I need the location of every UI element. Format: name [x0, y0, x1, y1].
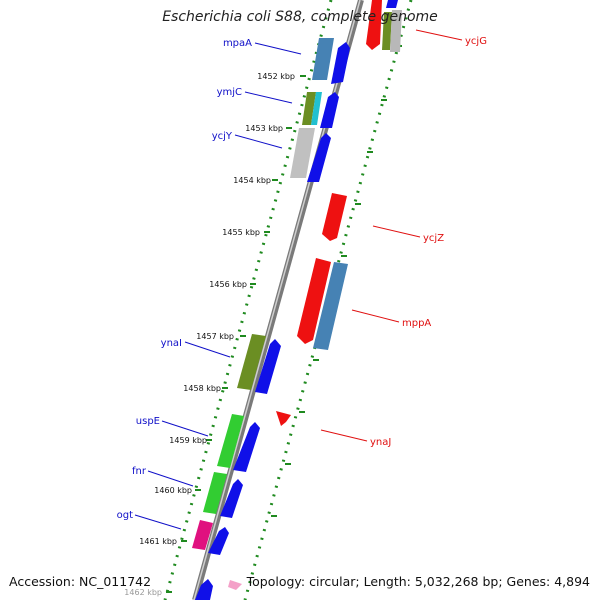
gene-ynaJ[interactable]: [276, 411, 291, 426]
tick-label: 1460 kbp: [154, 486, 192, 495]
connector-ycjY: [234, 134, 283, 149]
accession-label: Accession: NC_011742: [9, 574, 152, 589]
gene-label-uspE[interactable]: uspE: [136, 416, 160, 427]
connector-ynaJ: [320, 429, 368, 442]
tick-label: 1462 kbp: [124, 588, 162, 597]
gene-mppA[interactable]: [297, 258, 331, 344]
gene-ycjG-blue[interactable]: [386, 0, 398, 8]
connector-uspE: [161, 420, 209, 437]
connector-ycjZ: [372, 225, 421, 238]
gene-mpaA-protein[interactable]: [331, 42, 350, 84]
tick-label: 1455 kbp: [222, 228, 260, 237]
connectors-left: [134, 42, 302, 530]
tick-labels: 1452 kbp 1453 kbp 1454 kbp 1455 kbp 1456…: [124, 72, 295, 597]
gene-label-ogt[interactable]: ogt: [117, 510, 133, 521]
connector-ycjG: [415, 29, 463, 41]
tick-label: 1453 kbp: [245, 124, 283, 133]
gene-label-ycjZ[interactable]: ycjZ: [423, 233, 444, 244]
connector-mpaA: [254, 42, 302, 55]
gene-fnr-cds[interactable]: [203, 472, 227, 514]
gene-ycjY-cds[interactable]: [290, 128, 315, 178]
connector-ynaI: [184, 341, 231, 358]
connector-ymjC: [244, 91, 293, 104]
gene-label-ycjG[interactable]: ycjG: [465, 36, 487, 47]
gene-label-fnr[interactable]: fnr: [132, 466, 147, 477]
gene-ymjC-cds[interactable]: [302, 92, 316, 125]
map-title: Escherichia coli S88, complete genome: [162, 9, 438, 25]
gene-labels-left: mpaA ymjC ycjY ynaI uspE fnr ogt: [117, 38, 253, 521]
topology-summary: Topology: circular; Length: 5,032,268 bp…: [246, 574, 590, 589]
gene-bottom-pink[interactable]: [228, 580, 242, 590]
gene-ycjZ[interactable]: [322, 193, 347, 241]
connectors-right: [320, 29, 463, 442]
gene-ymjC-protein[interactable]: [320, 92, 339, 128]
tick-label: 1458 kbp: [183, 384, 221, 393]
gene-label-mppA[interactable]: mppA: [402, 318, 431, 329]
gene-ycjG[interactable]: [366, 0, 382, 50]
gene-ycjG-cds[interactable]: [382, 12, 392, 50]
gene-bottom-protein[interactable]: [195, 579, 213, 600]
gene-ynaI-cds[interactable]: [237, 334, 266, 390]
gene-label-ycjY[interactable]: ycjY: [212, 131, 233, 142]
connector-fnr: [147, 470, 194, 487]
gene-ycjY-protein[interactable]: [307, 133, 331, 182]
gene-label-ynaI[interactable]: ynaI: [161, 338, 182, 349]
tick-label: 1459 kbp: [169, 436, 207, 445]
tick-label: 1452 kbp: [257, 72, 295, 81]
gene-ycjG-grey[interactable]: [390, 10, 402, 52]
gene-ymjC-teal[interactable]: [311, 92, 322, 125]
tick-label: 1457 kbp: [196, 332, 234, 341]
connector-mppA: [351, 309, 400, 323]
tick-label: 1454 kbp: [233, 176, 271, 185]
tick-marks: [166, 75, 306, 593]
gene-ogt-protein[interactable]: [208, 527, 229, 555]
connector-ogt: [134, 514, 182, 530]
gene-uspE-protein[interactable]: [233, 422, 260, 472]
tick-label: 1456 kbp: [209, 280, 247, 289]
gene-ogt-cds[interactable]: [192, 520, 213, 550]
gene-label-ymjC[interactable]: ymjC: [217, 87, 242, 98]
gene-uspE-cds[interactable]: [217, 414, 244, 468]
gene-ynaI-protein[interactable]: [255, 339, 281, 394]
gene-fnr-protein[interactable]: [220, 479, 243, 518]
gene-mppA-cds[interactable]: [313, 262, 348, 350]
tick-label: 1461 kbp: [139, 537, 177, 546]
gene-mpaA-cds[interactable]: [312, 38, 334, 80]
gene-label-mpaA[interactable]: mpaA: [223, 38, 252, 49]
gene-labels-right: ycjG ycjZ mppA ynaJ: [370, 36, 487, 448]
gene-label-ynaJ[interactable]: ynaJ: [370, 437, 391, 448]
